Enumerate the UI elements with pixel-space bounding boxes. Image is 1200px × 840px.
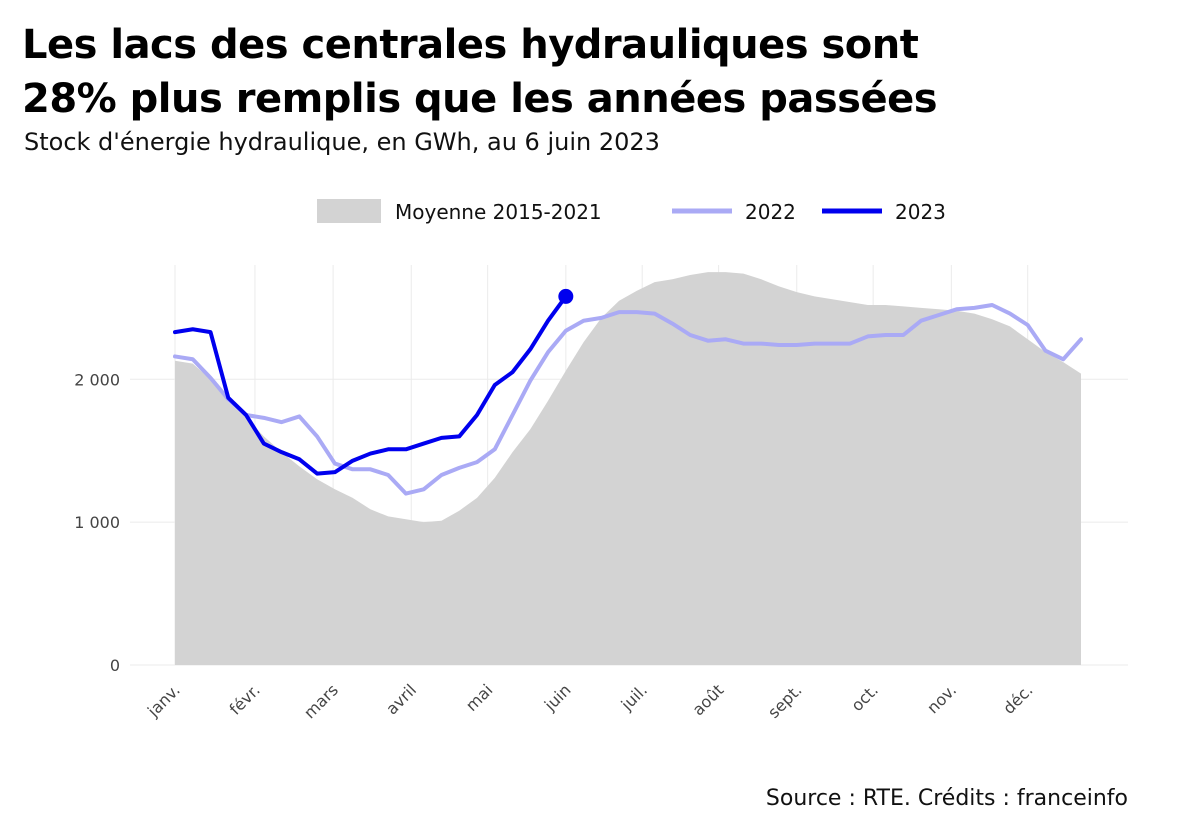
series-2023-last-point xyxy=(558,288,574,304)
x-tick-label: mars xyxy=(300,680,342,722)
y-tick-label: 1 000 xyxy=(74,513,120,532)
chart-subtitle: Stock d'énergie hydraulique, en GWh, au … xyxy=(24,128,660,156)
series-area-moyenne xyxy=(175,272,1081,665)
series-line-2022 xyxy=(173,303,1083,496)
x-tick-label: nov. xyxy=(923,680,960,717)
legend-swatch-area xyxy=(317,199,381,223)
legend: Moyenne 2015-2021 2022 2023 xyxy=(317,199,946,224)
x-tick-label: mai xyxy=(462,680,497,715)
x-tick-label: juin xyxy=(540,680,575,715)
x-tick-label: oct. xyxy=(847,680,882,715)
x-tick-label: févr. xyxy=(225,680,263,718)
y-tick-label: 2 000 xyxy=(74,370,120,389)
y-tick-label: 0 xyxy=(110,656,120,675)
x-tick-label: sept. xyxy=(764,680,806,722)
x-tick-label: juil. xyxy=(617,680,651,714)
title-line-1: Les lacs des centrales hydrauliques sont xyxy=(22,22,919,68)
legend-label: 2022 xyxy=(745,200,796,224)
legend-label: Moyenne 2015-2021 xyxy=(395,200,602,224)
x-tick-label: déc. xyxy=(999,680,1036,717)
title-line-2: 28% plus remplis que les années passées xyxy=(22,76,938,122)
legend-label: 2023 xyxy=(895,200,946,224)
source-credit: Source : RTE. Crédits : franceinfo xyxy=(765,786,1128,811)
chart-title: Les lacs des centrales hydrauliques sont… xyxy=(22,18,1182,126)
x-tick-label: août xyxy=(689,680,728,719)
x-tick-label: avril xyxy=(382,680,420,718)
series-line-2023 xyxy=(173,294,568,476)
x-tick-label: janv. xyxy=(143,680,184,721)
